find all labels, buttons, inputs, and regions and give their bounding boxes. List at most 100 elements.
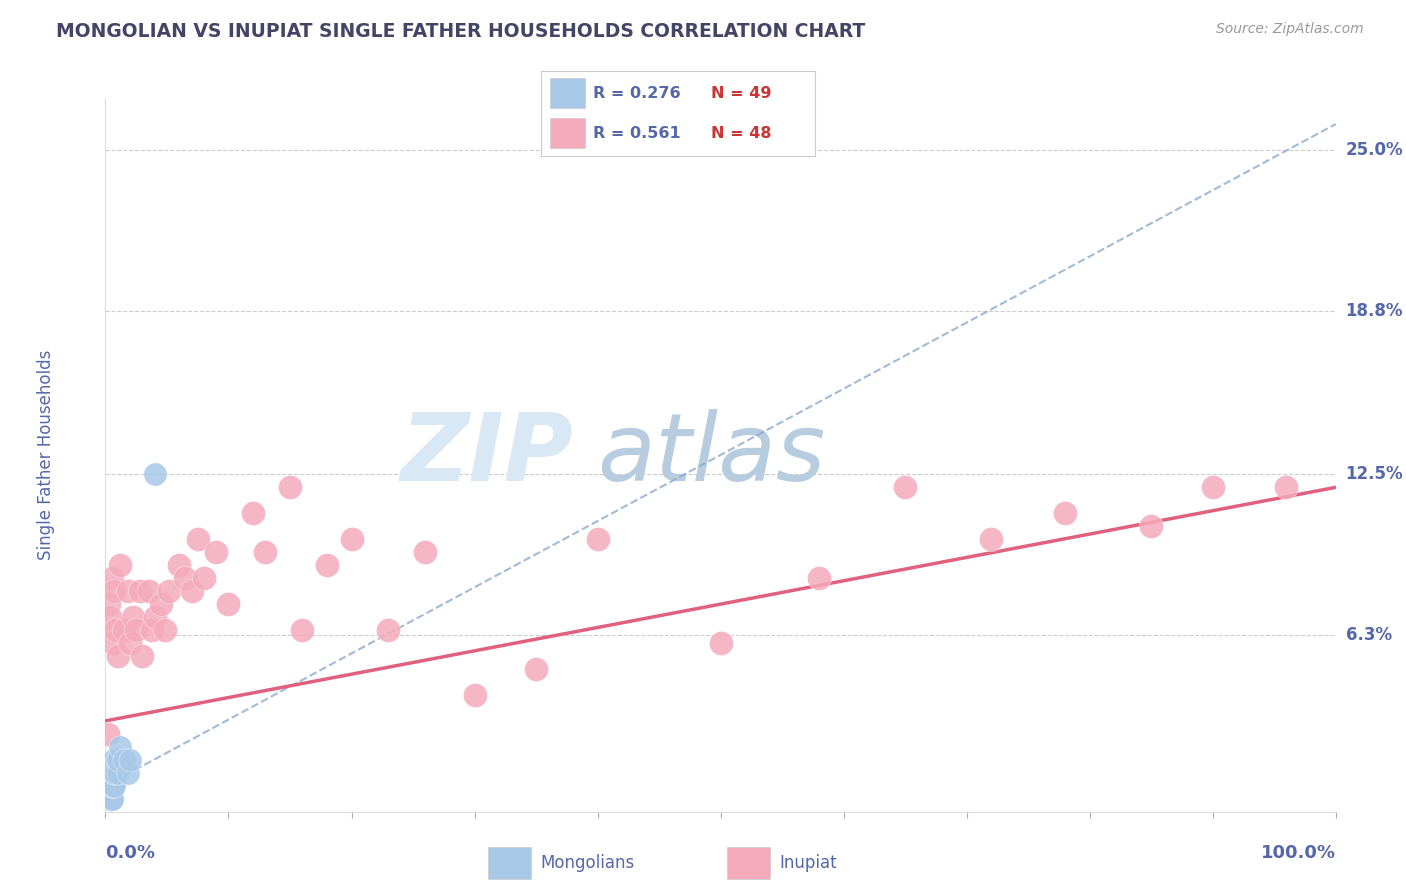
Point [98, 791, 121, 805]
Point [315, 558, 337, 573]
Point [96, 791, 118, 805]
Text: 12.5%: 12.5% [1346, 466, 1403, 483]
Point [1202, 480, 1225, 494]
Point [98, 610, 122, 624]
Point [100, 791, 122, 805]
Point [377, 623, 399, 637]
FancyBboxPatch shape [550, 118, 585, 147]
Point [100, 571, 122, 585]
Point [97, 791, 120, 805]
Text: ZIP: ZIP [401, 409, 574, 501]
Point [159, 584, 180, 599]
Point [101, 636, 124, 650]
Point [464, 688, 486, 702]
Text: Inupiat: Inupiat [779, 854, 837, 872]
Point [101, 779, 124, 793]
Point [193, 571, 215, 585]
Point [100, 779, 122, 793]
Point [98, 791, 122, 805]
Point [100, 791, 122, 805]
Text: N = 48: N = 48 [711, 126, 772, 141]
Point [110, 558, 132, 573]
FancyBboxPatch shape [550, 78, 585, 108]
Point [100, 779, 122, 793]
Text: Source: ZipAtlas.com: Source: ZipAtlas.com [1216, 22, 1364, 37]
Point [117, 765, 139, 780]
Point [98, 791, 122, 805]
Point [103, 584, 125, 599]
Point [129, 584, 152, 599]
Point [278, 480, 301, 494]
Point [169, 558, 191, 573]
Point [174, 571, 197, 585]
Text: MONGOLIAN VS INUPIAT SINGLE FATHER HOUSEHOLDS CORRELATION CHART: MONGOLIAN VS INUPIAT SINGLE FATHER HOUSE… [56, 22, 866, 41]
Point [524, 662, 547, 676]
Point [98, 791, 122, 805]
Point [138, 584, 160, 599]
Point [112, 623, 135, 637]
Point [100, 765, 122, 780]
Text: Single Father Households: Single Father Households [38, 350, 55, 560]
Point [98, 791, 122, 805]
Point [98, 791, 122, 805]
Text: 100.0%: 100.0% [1261, 844, 1336, 862]
Point [105, 753, 128, 767]
Point [98, 791, 121, 805]
Point [807, 571, 830, 585]
Point [187, 533, 209, 547]
Point [101, 779, 124, 793]
Point [103, 753, 125, 767]
Point [112, 753, 135, 767]
Text: 6.3%: 6.3% [1346, 626, 1392, 644]
Point [104, 623, 127, 637]
Point [120, 636, 141, 650]
Point [894, 480, 917, 494]
Text: 0.0%: 0.0% [105, 844, 156, 862]
Point [291, 623, 314, 637]
Point [1275, 480, 1298, 494]
Point [120, 753, 141, 767]
Point [143, 467, 166, 482]
Point [149, 597, 172, 611]
Point [110, 739, 132, 754]
Point [97, 791, 120, 805]
Point [141, 623, 163, 637]
Point [98, 791, 121, 805]
Point [98, 791, 121, 805]
Point [107, 765, 129, 780]
Point [103, 779, 125, 793]
Point [710, 636, 733, 650]
Text: Mongolians: Mongolians [540, 854, 634, 872]
Point [101, 753, 124, 767]
Point [107, 753, 129, 767]
Point [98, 597, 121, 611]
Point [413, 545, 436, 559]
Text: R = 0.561: R = 0.561 [593, 126, 681, 141]
Point [98, 791, 121, 805]
Text: 25.0%: 25.0% [1346, 141, 1403, 159]
Point [98, 791, 122, 805]
FancyBboxPatch shape [488, 847, 531, 879]
Text: R = 0.276: R = 0.276 [593, 86, 681, 101]
Point [101, 765, 124, 780]
Point [103, 765, 125, 780]
Point [153, 623, 176, 637]
Text: atlas: atlas [598, 409, 825, 500]
Point [242, 506, 264, 520]
Point [98, 791, 122, 805]
Point [97, 791, 120, 805]
Point [143, 610, 166, 624]
Point [205, 545, 228, 559]
Point [117, 584, 139, 599]
Point [340, 533, 363, 547]
FancyBboxPatch shape [727, 847, 770, 879]
Point [101, 765, 124, 780]
Point [98, 791, 122, 805]
Point [98, 791, 122, 805]
Point [97, 727, 120, 741]
Point [180, 584, 202, 599]
Point [586, 533, 609, 547]
Point [104, 765, 127, 780]
Point [96, 791, 118, 805]
Point [125, 623, 148, 637]
